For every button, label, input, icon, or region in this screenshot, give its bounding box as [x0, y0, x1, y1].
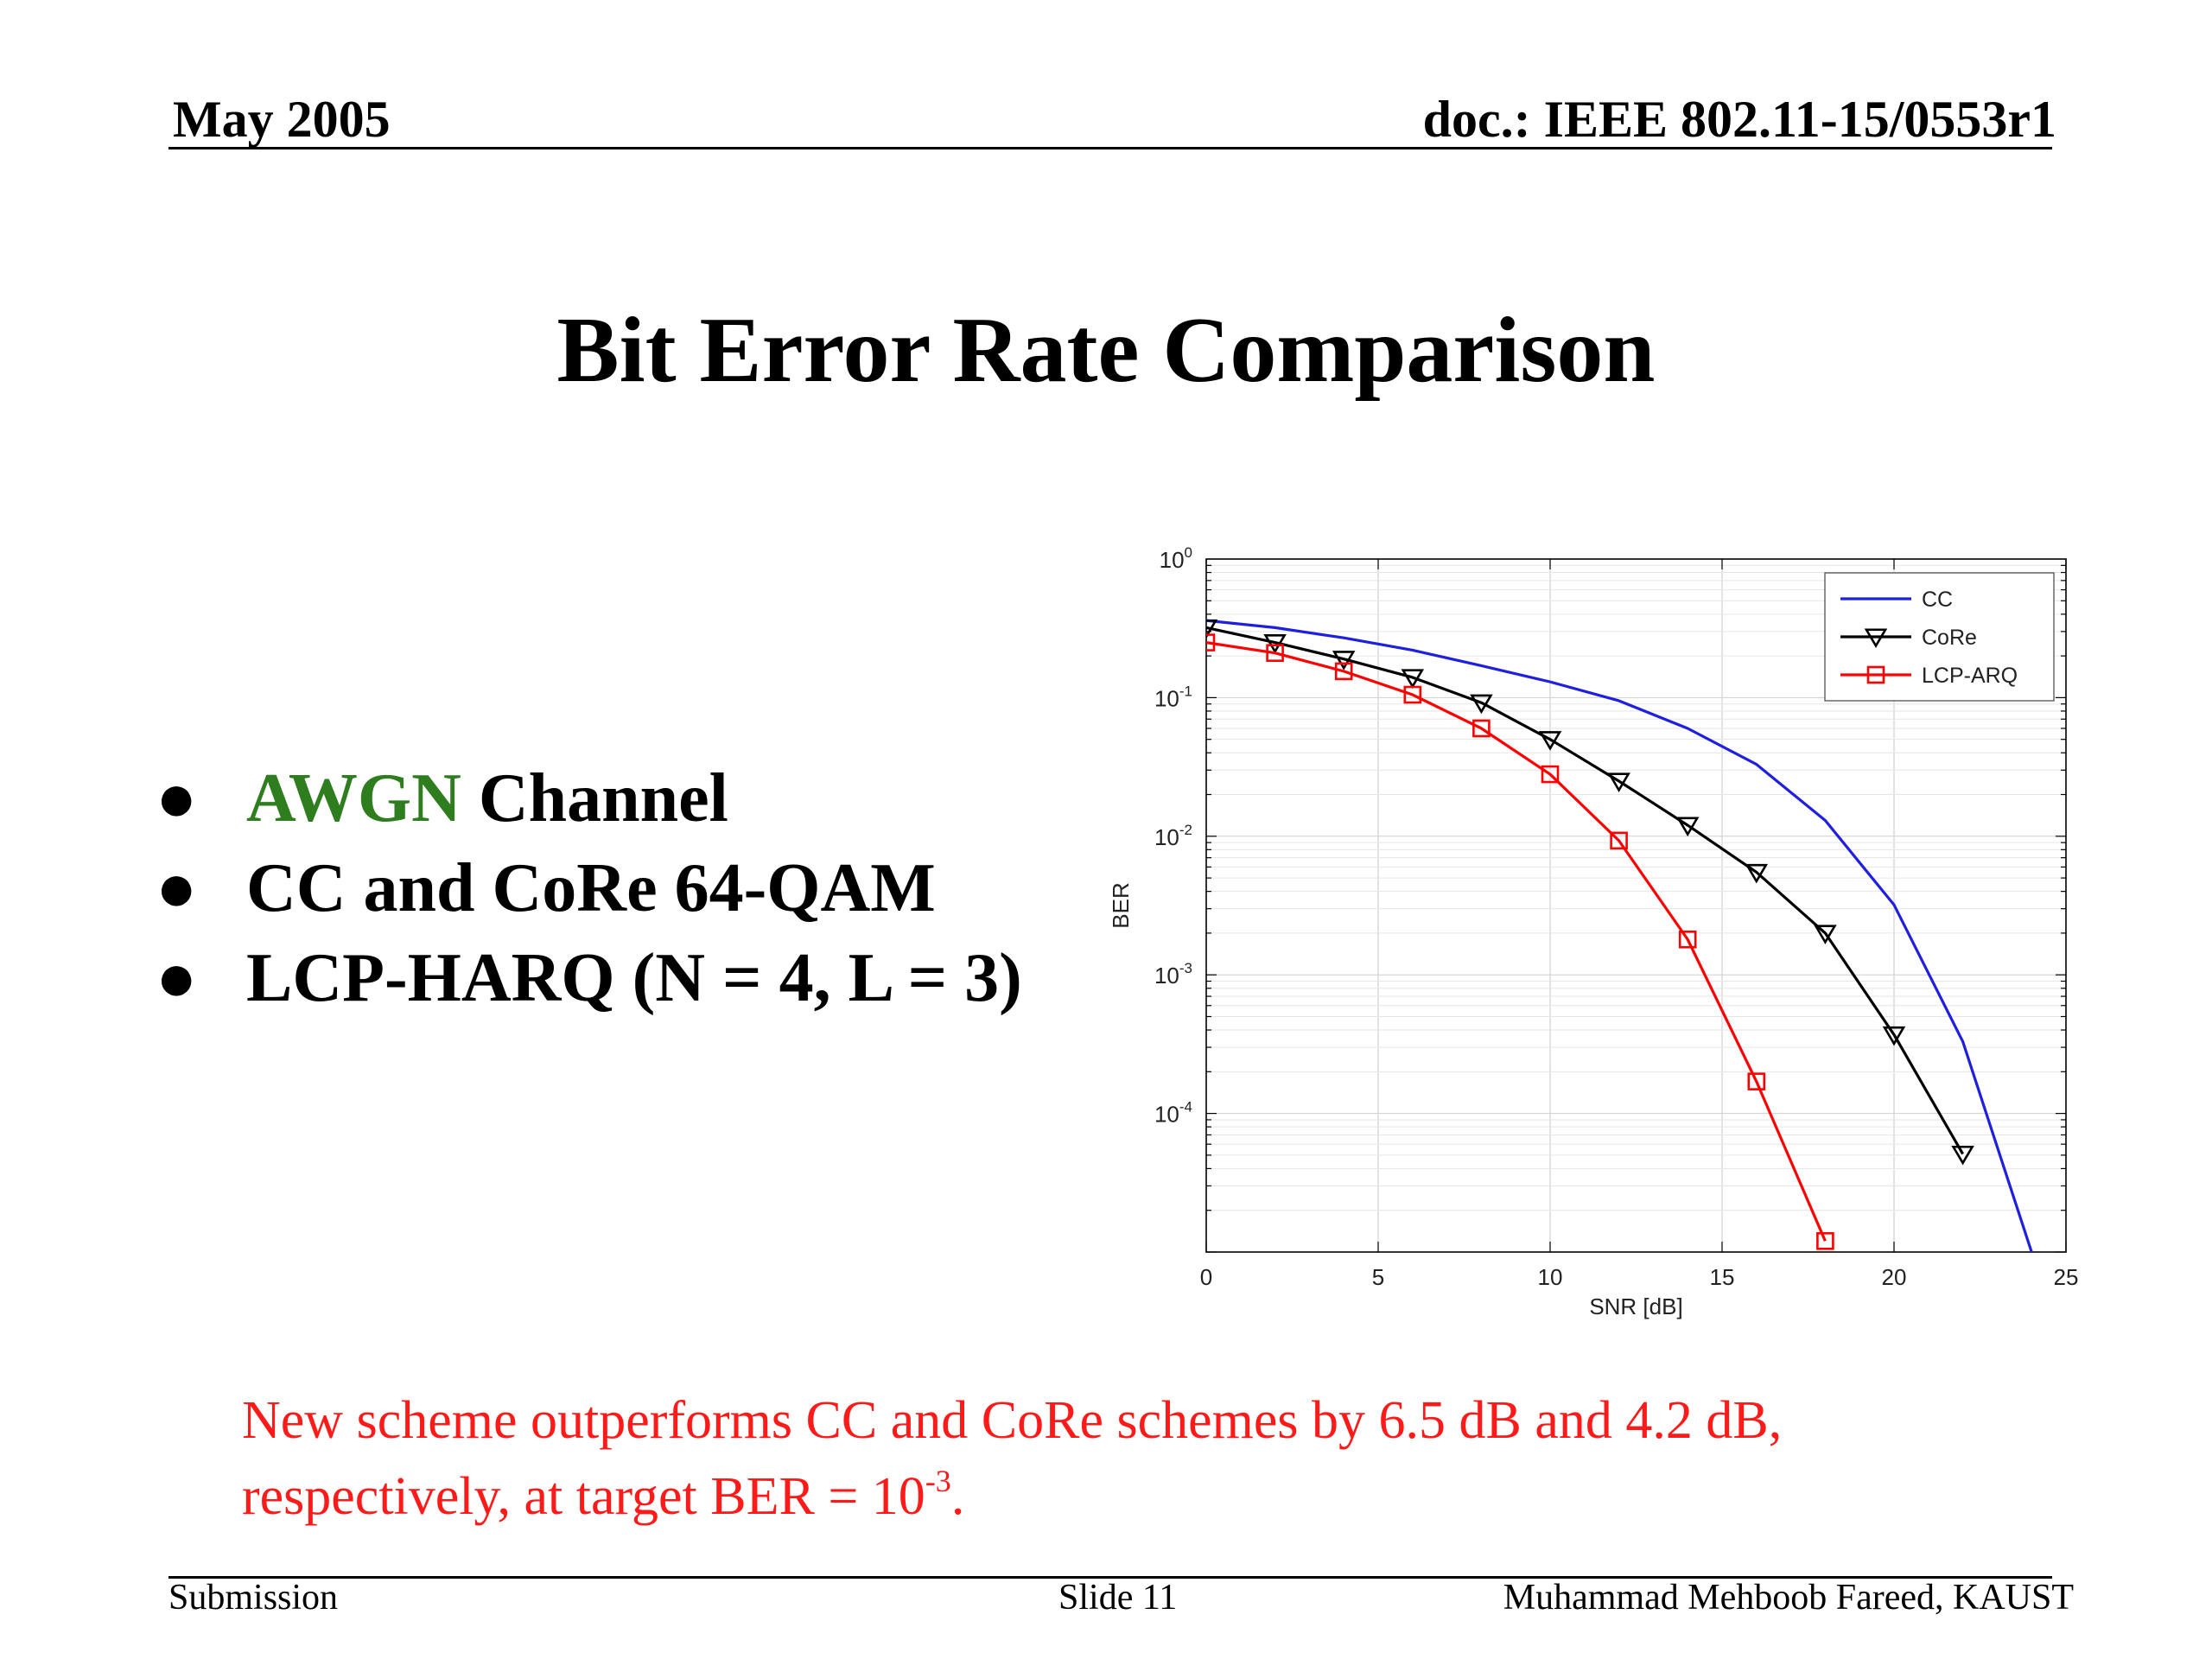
data-point-core	[1607, 772, 1630, 792]
series-line-core	[1206, 626, 1964, 1155]
conclusion-text: New scheme outperforms CC and CoRe schem…	[242, 1382, 1782, 1535]
data-point-core	[1263, 634, 1287, 654]
x-tick-label: 0	[1200, 1264, 1212, 1290]
data-point-core	[1401, 669, 1425, 689]
bullet-text: LCP-HARQ (N = 4, L = 3)	[246, 940, 1022, 1016]
header-date: May 2005	[173, 91, 391, 148]
ber-chart: 0 5 10 15 20 25 100 10-1 10-2 10-3 10-4 SNR [dB] BER…	[1108, 544, 2079, 1319]
chart-legend: CC CoRe LCP-ARQ	[1824, 572, 2055, 702]
legend-marker-lcp-arq	[1866, 665, 1885, 684]
data-point-core	[1332, 651, 1356, 671]
footer-author: Muhammad Mehboob Fareed, KAUST	[1503, 1578, 2074, 1618]
axes-box	[1205, 558, 2067, 1253]
y-tick-label: 100	[1160, 544, 1192, 573]
bullet-text: CC and CoRe 64-QAM	[246, 850, 936, 926]
data-point-core	[1675, 817, 1700, 837]
data-point-lcp-arq	[1747, 1072, 1766, 1090]
conclusion-line-2-text: respectively, at target BER = 10	[242, 1467, 925, 1526]
series-cc	[1206, 619, 2033, 1252]
data-point-lcp-arq	[1678, 930, 1697, 949]
bullet-text: Channel	[461, 760, 728, 836]
conclusion-line-2: respectively, at target BER = 10-3.	[242, 1459, 1782, 1535]
footer-submission: Submission	[168, 1578, 339, 1618]
conclusion-line-1: New scheme outperforms CC and CoRe schem…	[242, 1391, 1783, 1450]
header-rule	[168, 147, 2052, 149]
x-tick-label: 5	[1372, 1264, 1384, 1290]
header-doc-id: doc.: IEEE 802.11-15/0553r1	[1422, 91, 2056, 148]
data-point-core	[1882, 1026, 1906, 1046]
series-lcp-arq	[1206, 633, 1834, 1250]
legend-label-cc: CC	[1922, 588, 1953, 612]
legend-label-core: CoRe	[1922, 626, 1977, 650]
footer-slide-number: Slide 11	[1058, 1578, 1178, 1618]
legend-label-lcp-arq: LCP-ARQ	[1922, 664, 2018, 688]
data-point-core	[1470, 694, 1493, 715]
y-tick-label: 10-3	[1154, 960, 1192, 988]
bullet-item: ● LCP-HARQ (N = 4, L = 3)	[156, 933, 1022, 1023]
x-tick-label: 20	[1882, 1264, 1907, 1290]
legend-marker-core	[1864, 628, 1888, 649]
data-point-lcp-arq	[1403, 685, 1422, 704]
data-point-core	[1206, 619, 1218, 639]
y-axis-label: BER	[1108, 882, 1134, 928]
data-point-core	[1951, 1145, 1974, 1166]
data-point-lcp-arq	[1266, 644, 1284, 663]
series-line-lcp-arq	[1206, 640, 1827, 1242]
data-point-core	[1745, 863, 1769, 884]
bullet-dot-icon: ●	[156, 940, 198, 1016]
data-point-lcp-arq	[1334, 662, 1353, 681]
data-point-lcp-arq	[1541, 765, 1560, 784]
bullet-item: ● CC and CoRe 64-QAM	[156, 843, 1022, 933]
x-tick-label: 10	[1538, 1264, 1563, 1290]
x-tick-label: 15	[1710, 1264, 1735, 1290]
x-tick-label: 25	[2054, 1264, 2079, 1290]
y-tick-label: 10-2	[1154, 822, 1192, 850]
bullet-item: ● AWGN Channel	[156, 753, 1022, 843]
data-point-lcp-arq	[1472, 719, 1491, 738]
bullet-list: ● AWGN Channel ● CC and CoRe 64-QAM ● LCP-H…	[156, 753, 1022, 1023]
data-point-lcp-arq	[1610, 831, 1628, 850]
conclusion-exponent: -3	[925, 1464, 951, 1498]
data-point-lcp-arq	[1206, 633, 1216, 652]
conclusion-period: .	[950, 1467, 965, 1526]
bullet-dot-icon: ●	[156, 850, 198, 926]
y-tick-label: 10-4	[1154, 1099, 1192, 1128]
series-core	[1206, 619, 1974, 1166]
bullet-highlight: AWGN	[246, 760, 461, 836]
footer-rule	[168, 1576, 2052, 1579]
data-point-lcp-arq	[1816, 1231, 1834, 1250]
series-line-cc	[1206, 619, 2033, 1252]
y-tick-label: 10-1	[1154, 683, 1192, 711]
slide-title: Bit Error Rate Comparison	[556, 299, 1656, 402]
data-point-core	[1538, 731, 1562, 751]
data-point-core	[1814, 925, 1837, 944]
bullet-dot-icon: ●	[156, 760, 198, 836]
x-axis-label: SNR [dB]	[1589, 1294, 1682, 1319]
